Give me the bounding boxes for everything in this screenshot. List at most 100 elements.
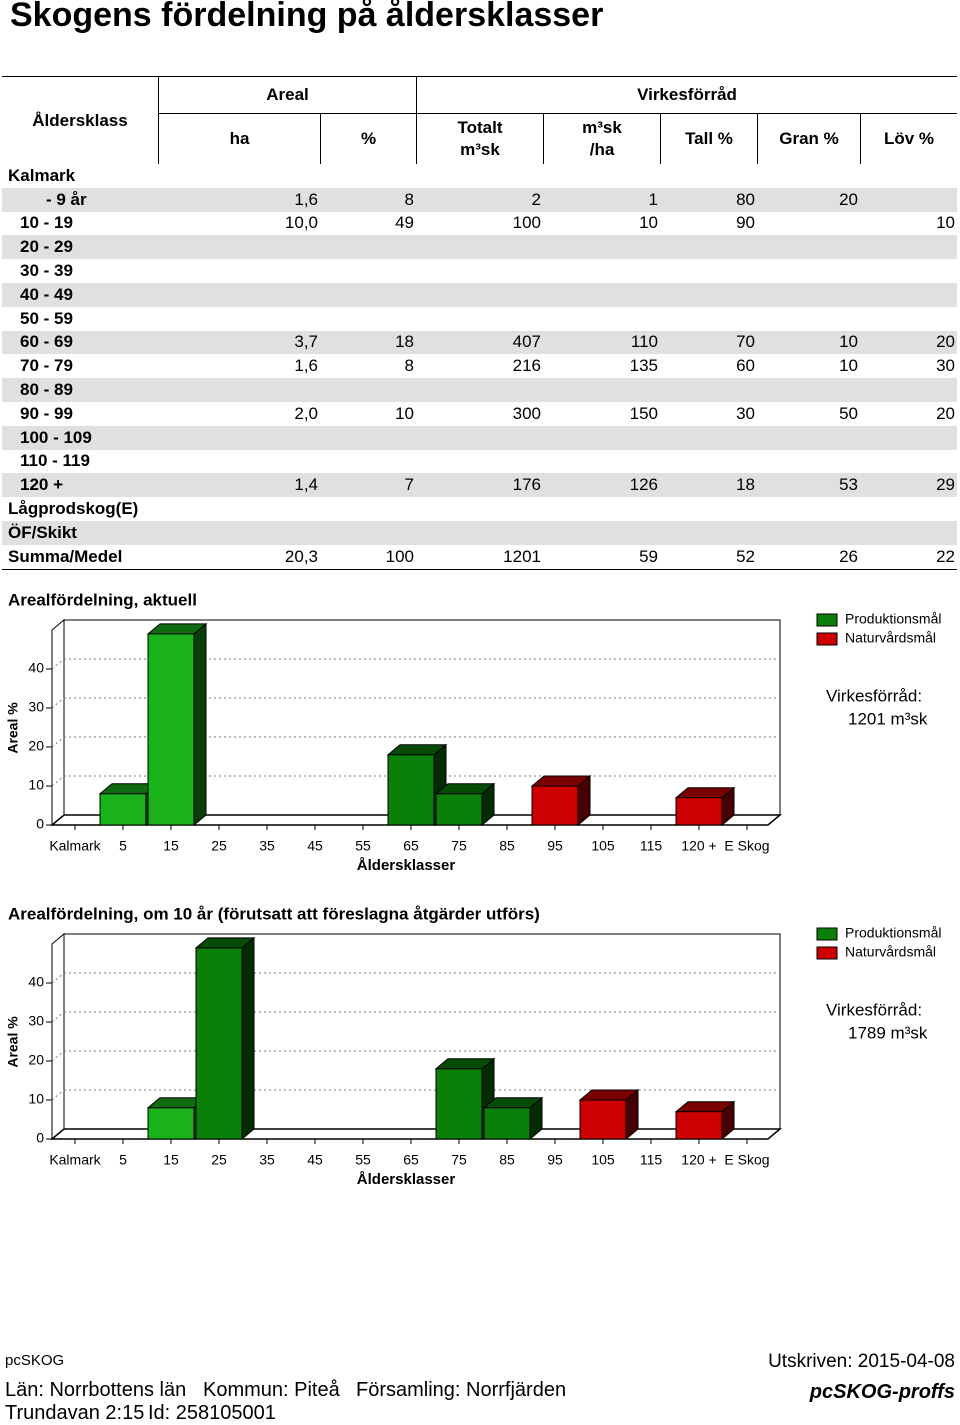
legend-label: Naturvårdsmål [845,944,936,960]
cell-value: 8 [404,189,414,209]
row-label: 110 - 119 [20,451,90,471]
row-label: 120 + [20,475,64,495]
cell-value: 18 [736,475,755,495]
cell-value: 1,6 [294,189,318,209]
cell-value: 10,0 [284,213,318,233]
bar [675,797,723,826]
legend-swatch [816,946,838,960]
y-tick-label: 30 [28,699,44,715]
side-wall [51,618,65,827]
cell-value: 100 [385,546,414,566]
header-cell: Areal [158,77,416,114]
cell-value: 18 [395,332,414,352]
x-tick-label: 85 [499,1152,515,1168]
cell-value: 2,0 [294,403,318,423]
header-cell: Virkesförråd [416,77,957,114]
bar [99,793,147,826]
x-tick-label: 45 [307,1152,323,1168]
cell-value: 2 [531,189,541,209]
cell-value: 90 [736,213,755,233]
x-tick-label: Kalmark [49,838,101,854]
annotation: 1789 m³sk [848,1023,928,1042]
x-tick-label: 115 [640,1152,663,1168]
y-tick-label: 10 [28,1091,44,1107]
bar-side [193,622,207,827]
legend-label: Produktionsmål [845,925,942,941]
header-cell: m³sk /ha [543,114,660,164]
cell-value: 300 [512,403,541,423]
x-tick-label: 5 [119,1152,127,1168]
x-tick-label: 120 + [681,1152,716,1168]
row-stripe [2,521,957,545]
x-tick-label: 65 [403,1152,419,1168]
header-cell: Gran % [757,114,860,164]
cell-value: 407 [512,332,541,352]
header-cell: % [320,114,416,164]
x-tick-label: 75 [451,1152,467,1168]
y-tick-label: 0 [36,1130,44,1146]
row-stripe [2,330,957,355]
annotation: Virkesförråd: [826,1000,922,1019]
cell-value: 10 [936,213,955,233]
footer-municipality: Kommun: Piteå [203,1379,340,1401]
header-cell: ha [158,114,320,164]
cell-value: 176 [512,475,541,495]
cell-value: 52 [736,546,755,566]
row-stripe [2,378,957,402]
cell-value: 7 [404,475,414,495]
y-tick-label: 10 [28,777,44,793]
cell-value: 29 [936,475,955,495]
row-stripe [2,235,957,260]
x-tick-label: 35 [259,1152,275,1168]
footer-app: pcSKOG [5,1352,65,1369]
bar [579,1099,627,1140]
cell-value: 8 [404,356,414,376]
legend-swatch [816,613,838,627]
cell-value: 10 [839,356,858,376]
x-axis-label: Åldersklasser [357,1171,456,1188]
row-label: 90 - 99 [20,403,73,423]
row-label: 80 - 89 [20,380,73,400]
cell-value: 1,4 [294,475,318,495]
y-axis-label: Areal % [5,1016,21,1068]
cell-value: 20 [936,332,955,352]
x-tick-label: 65 [403,838,419,854]
header-cell: Tall % [660,114,757,164]
bar [387,754,435,826]
x-tick-label: 55 [355,838,371,854]
row-label: - 9 år [46,189,87,209]
x-tick-label: E Skog [724,838,769,854]
cell-value: 70 [736,332,755,352]
charts: Arealfördelning, aktuell 0 10 20 30 40 Kalmark… [5,590,942,1188]
legend-swatch [816,927,838,941]
y-tick-label: 20 [28,738,44,754]
cell-value: 10 [839,332,858,352]
x-tick-label: 115 [640,838,663,854]
x-tick-label: 120 + [681,838,716,854]
cell-value: 110 [630,332,658,352]
footer-property: Trundavan 2:15 [5,1402,145,1424]
header-cell: Löv % [860,114,957,164]
x-tick-label: 5 [119,838,127,854]
footer-printed: Utskriven: 2015-04-08 [768,1351,955,1372]
y-tick-label: 30 [28,1013,44,1029]
bar [435,793,483,826]
x-tick-label: E Skog [724,1152,769,1168]
cell-value: 20,3 [284,546,318,566]
row-label: 10 - 19 [20,213,73,233]
x-tick-label: 25 [211,1152,227,1168]
footer-parish: Församling: Norrfjärden [356,1379,567,1401]
row-label: 100 - 109 [20,427,92,447]
annotation: 1201 m³sk [848,709,928,728]
row-label: 50 - 59 [20,308,73,328]
cell-value: 80 [736,189,755,209]
row-stripe [2,187,957,212]
footer-id: Id: 258105001 [148,1402,276,1424]
row-stripe [2,425,957,450]
row-stripe [2,473,957,498]
row-label: 40 - 49 [20,284,73,304]
cell-value: 216 [512,356,541,376]
cell-value: 50 [839,403,858,423]
cell-value: 49 [395,213,414,233]
cell-value: 1,6 [294,356,318,376]
